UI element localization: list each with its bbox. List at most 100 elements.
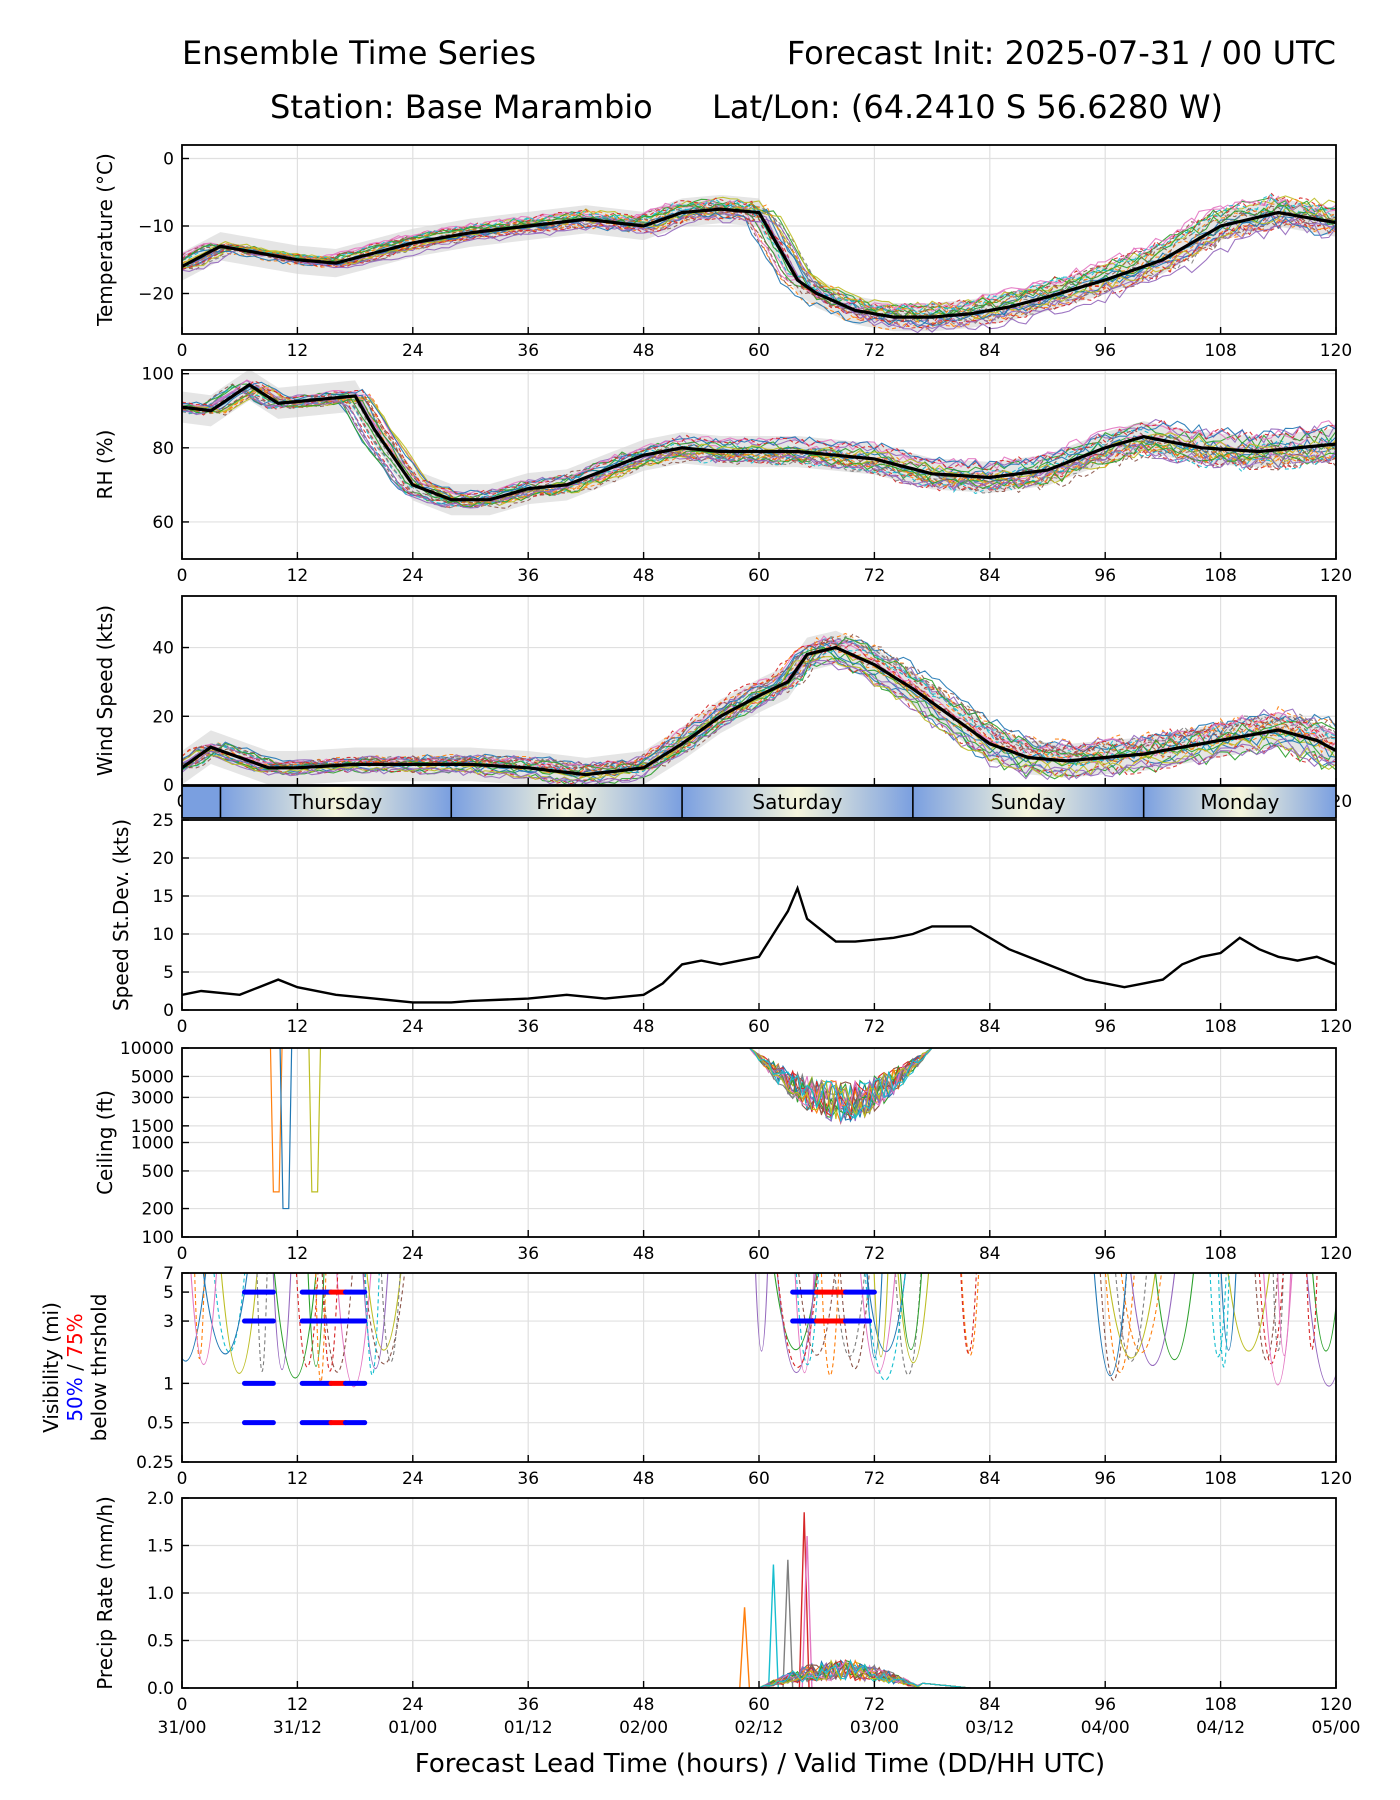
x-tick-label: 96	[1094, 566, 1116, 586]
panels-layer: 0 12 24 36 48 60 72 84 96 108 1200−10−20Temperatur…	[39, 144, 1361, 1738]
x-tick-label: 60	[748, 1017, 770, 1037]
ensemble-member-line	[182, 388, 1336, 507]
x-tick-label: 48	[633, 1244, 655, 1264]
visibility-member-line	[295, 1273, 319, 1368]
plot-area-sdev	[182, 884, 1336, 1004]
visibility-member-line	[820, 1273, 840, 1376]
ensemble-member-line	[182, 390, 1336, 506]
ceiling-member-line	[279, 1048, 293, 1210]
x-tick-label: 96	[1094, 1695, 1116, 1715]
x-tick-label: 36	[517, 1244, 539, 1264]
ensemble-member-line	[182, 387, 1336, 506]
x-tick-label: 24	[402, 1469, 424, 1489]
x-tick-label: 0	[177, 566, 188, 586]
visibility-member-line	[1154, 1273, 1195, 1361]
ensemble-member-line	[182, 381, 1336, 496]
visibility-member-line	[873, 1273, 889, 1358]
visibility-member-line	[321, 1273, 353, 1373]
day-band-segment	[182, 786, 221, 818]
x-tick-label: 48	[633, 1017, 655, 1037]
ensemble-member-line	[182, 197, 1336, 315]
y-axis-label: RH (%)	[93, 430, 117, 500]
y-tick-label: 80	[152, 439, 174, 459]
x-tick-label: 12	[287, 1695, 309, 1715]
day-band-frame	[181, 785, 1337, 819]
y-axis-label-legend: 50% / 75%	[63, 1313, 87, 1421]
latlon-label: Lat/Lon: (64.2410 S 56.6280 W)	[712, 88, 1223, 126]
x-tick-label: 120	[1320, 566, 1352, 586]
ensemble-member-line	[182, 659, 1336, 785]
y-tick-label: 0.5	[147, 1632, 174, 1652]
visibility-member-line	[1209, 1273, 1227, 1358]
visibility-member-line	[1306, 1273, 1318, 1350]
valid-time-label: 05/00	[1312, 1718, 1361, 1738]
y-tick-label: 20	[152, 849, 174, 869]
precip-member-line	[739, 1607, 751, 1688]
x-tick-label: 12	[287, 1469, 309, 1489]
x-tick-label: 72	[864, 1695, 886, 1715]
visibility-member-line	[1227, 1273, 1270, 1352]
x-tick-label: 72	[864, 341, 886, 361]
x-tick-label: 60	[748, 1469, 770, 1489]
ensemble-member-line	[182, 655, 1336, 785]
visibility-member-line	[960, 1273, 980, 1357]
y-tick-label: 0.25	[136, 1453, 174, 1473]
y-tick-label: 0	[163, 776, 174, 796]
x-tick-label: 60	[748, 1244, 770, 1264]
ensemble-member-line	[182, 389, 1336, 509]
ensemble-mean-line	[182, 207, 1336, 319]
day-label: Friday	[536, 790, 597, 814]
y-tick-label: −10	[138, 217, 174, 237]
ensemble-member-line	[182, 379, 1336, 496]
ensemble-member-line	[182, 635, 1336, 771]
y-axis-label: Speed St.Dev. (kts)	[109, 819, 133, 1011]
ensemble-member-line	[182, 206, 1336, 323]
x-tick-label: 72	[864, 1017, 886, 1037]
visibility-member-line	[1306, 1273, 1336, 1387]
visibility-member-line	[897, 1273, 930, 1364]
ensemble-member-line	[182, 192, 1336, 311]
y-tick-label: 25	[152, 811, 174, 831]
x-tick-label: 36	[517, 1695, 539, 1715]
y-tick-label: 500	[142, 1162, 174, 1182]
x-tick-label: 0	[177, 1244, 188, 1264]
x-tick-label: 120	[1320, 341, 1352, 361]
visibility-member-line	[776, 1273, 817, 1373]
x-tick-label: 48	[633, 566, 655, 586]
ensemble-member-line	[182, 632, 1336, 769]
y-tick-label: 5000	[131, 1067, 174, 1087]
ensemble-member-line	[182, 216, 1336, 334]
panel-vis: 0 12 24 36 48 60 72 84 96 108 120 75 3 1 0.5 0.25 Visibi…	[39, 1264, 1352, 1489]
visibility-member-line	[834, 1273, 866, 1357]
visibility-member-line	[1107, 1273, 1156, 1359]
x-tick-label: 72	[864, 566, 886, 586]
valid-time-label: 01/00	[388, 1718, 437, 1738]
day-band: Thursday Friday Saturday Sunday Monday	[181, 785, 1337, 819]
y-axis-label: Visibility (mi)	[39, 1302, 63, 1433]
precip-member-line	[758, 1659, 971, 1688]
visibility-member-line	[364, 1273, 380, 1376]
ensemble-member-line	[182, 636, 1336, 772]
y-tick-label: 20	[152, 707, 174, 727]
y-axis-label-threshold: below thrshold	[87, 1294, 111, 1442]
x-tick-label: 24	[402, 1017, 424, 1037]
ensemble-mean-line	[182, 645, 1336, 777]
x-tick-label: 84	[979, 341, 1001, 361]
x-tick-label: 12	[287, 1244, 309, 1264]
valid-time-label: 31/12	[273, 1718, 322, 1738]
ceiling-member-line	[749, 1048, 933, 1122]
x-tick-label: 120	[1320, 1244, 1352, 1264]
title-right: Forecast Init: 2025-07-31 / 00 UTC	[787, 34, 1336, 72]
y-tick-label: 7	[163, 1264, 174, 1284]
valid-time-label: 02/12	[735, 1718, 784, 1738]
x-tick-label: 96	[1094, 1469, 1116, 1489]
ensemble-member-line	[182, 390, 1336, 509]
x-tick-label: 108	[1204, 566, 1236, 586]
valid-time-label: 04/00	[1081, 1718, 1130, 1738]
y-tick-label: 10	[152, 925, 174, 945]
y-tick-label: 3000	[131, 1088, 174, 1108]
station-label: Station: Base Marambio	[270, 88, 653, 126]
panel-precip: 0 31/00 12 31/12 24 01/00 36 01/12 48 02/00 60 02/1…	[93, 1489, 1361, 1738]
